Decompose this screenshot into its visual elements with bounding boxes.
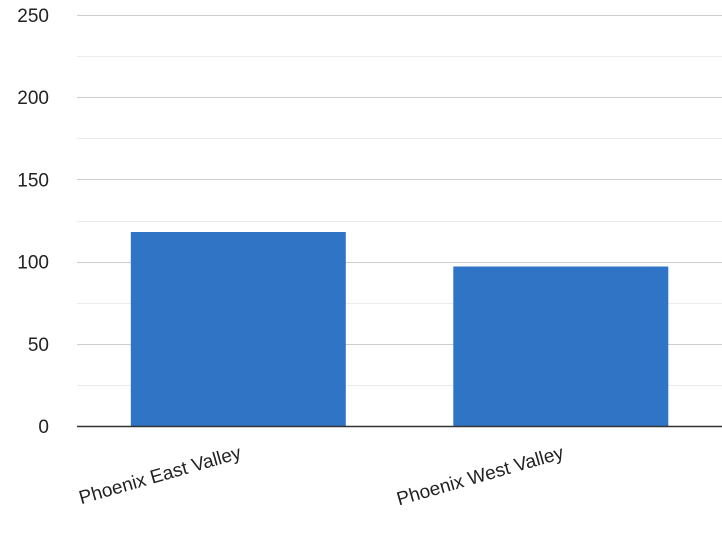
y-tick-label: 100: [17, 253, 49, 274]
y-tick-label: 50: [28, 335, 49, 356]
y-tick-label: 200: [17, 88, 49, 109]
y-tick-label: 250: [17, 6, 49, 27]
bar-phoenix-west-valley[interactable]: [453, 266, 669, 427]
x-axis-category-labels: Phoenix East Valley Phoenix West Valley: [77, 442, 567, 510]
bar-phoenix-east-valley[interactable]: [130, 232, 346, 426]
y-axis-tick-labels: 0 50 100 150 200 250: [17, 6, 49, 438]
x-category-label: Phoenix East Valley: [77, 442, 244, 509]
y-tick-label: 150: [17, 170, 49, 191]
y-tick-label: 0: [38, 417, 49, 438]
x-category-label: Phoenix West Valley: [395, 442, 567, 510]
bars: [130, 232, 669, 427]
